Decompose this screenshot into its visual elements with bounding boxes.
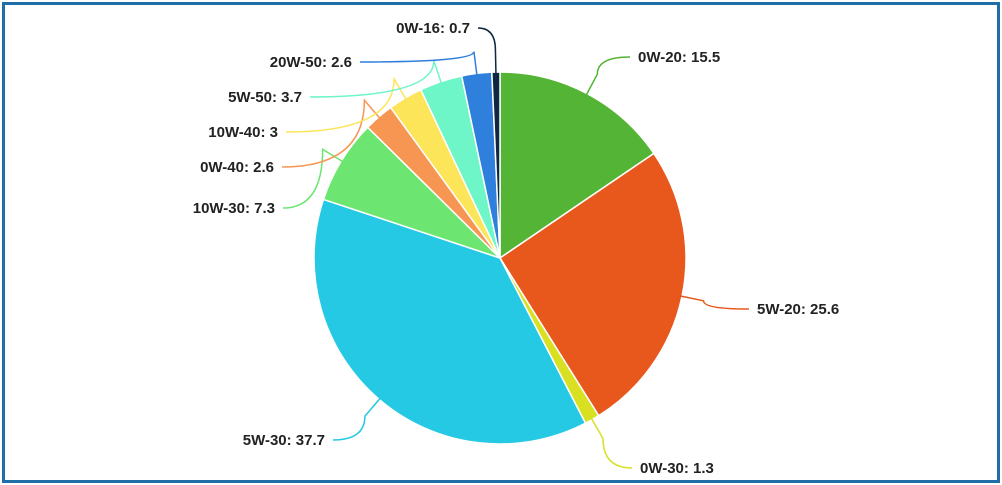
data-label-5w-50: 5W-50: 3.7	[228, 89, 302, 106]
data-label-0w-40: 0W-40: 2.6	[200, 159, 274, 176]
leader-line-5w-20	[677, 294, 750, 310]
leader-line-10w-40	[285, 76, 408, 133]
leader-line-5w-30	[332, 395, 383, 441]
data-label-10w-30: 10W-30: 7.3	[193, 200, 275, 217]
leader-line-20w-50	[359, 51, 478, 78]
data-label-10w-40: 10W-40: 3	[208, 124, 278, 141]
leader-line-0w-20	[584, 56, 631, 98]
leader-line-0w-40	[281, 98, 382, 168]
leader-line-5w-50	[309, 60, 443, 98]
leader-line-0w-16	[477, 27, 497, 77]
leader-line-0w-30	[589, 415, 633, 469]
data-label-5w-20: 5W-20: 25.6	[757, 301, 839, 318]
data-label-20w-50: 20W-50: 2.6	[270, 54, 352, 71]
data-label-0w-30: 0W-30: 1.3	[640, 460, 714, 477]
leader-line-10w-30	[282, 147, 346, 209]
data-label-0w-16: 0W-16: 0.7	[396, 20, 470, 37]
data-label-5w-30: 5W-30: 37.7	[243, 432, 325, 449]
data-label-0w-20: 0W-20: 15.5	[638, 49, 720, 66]
